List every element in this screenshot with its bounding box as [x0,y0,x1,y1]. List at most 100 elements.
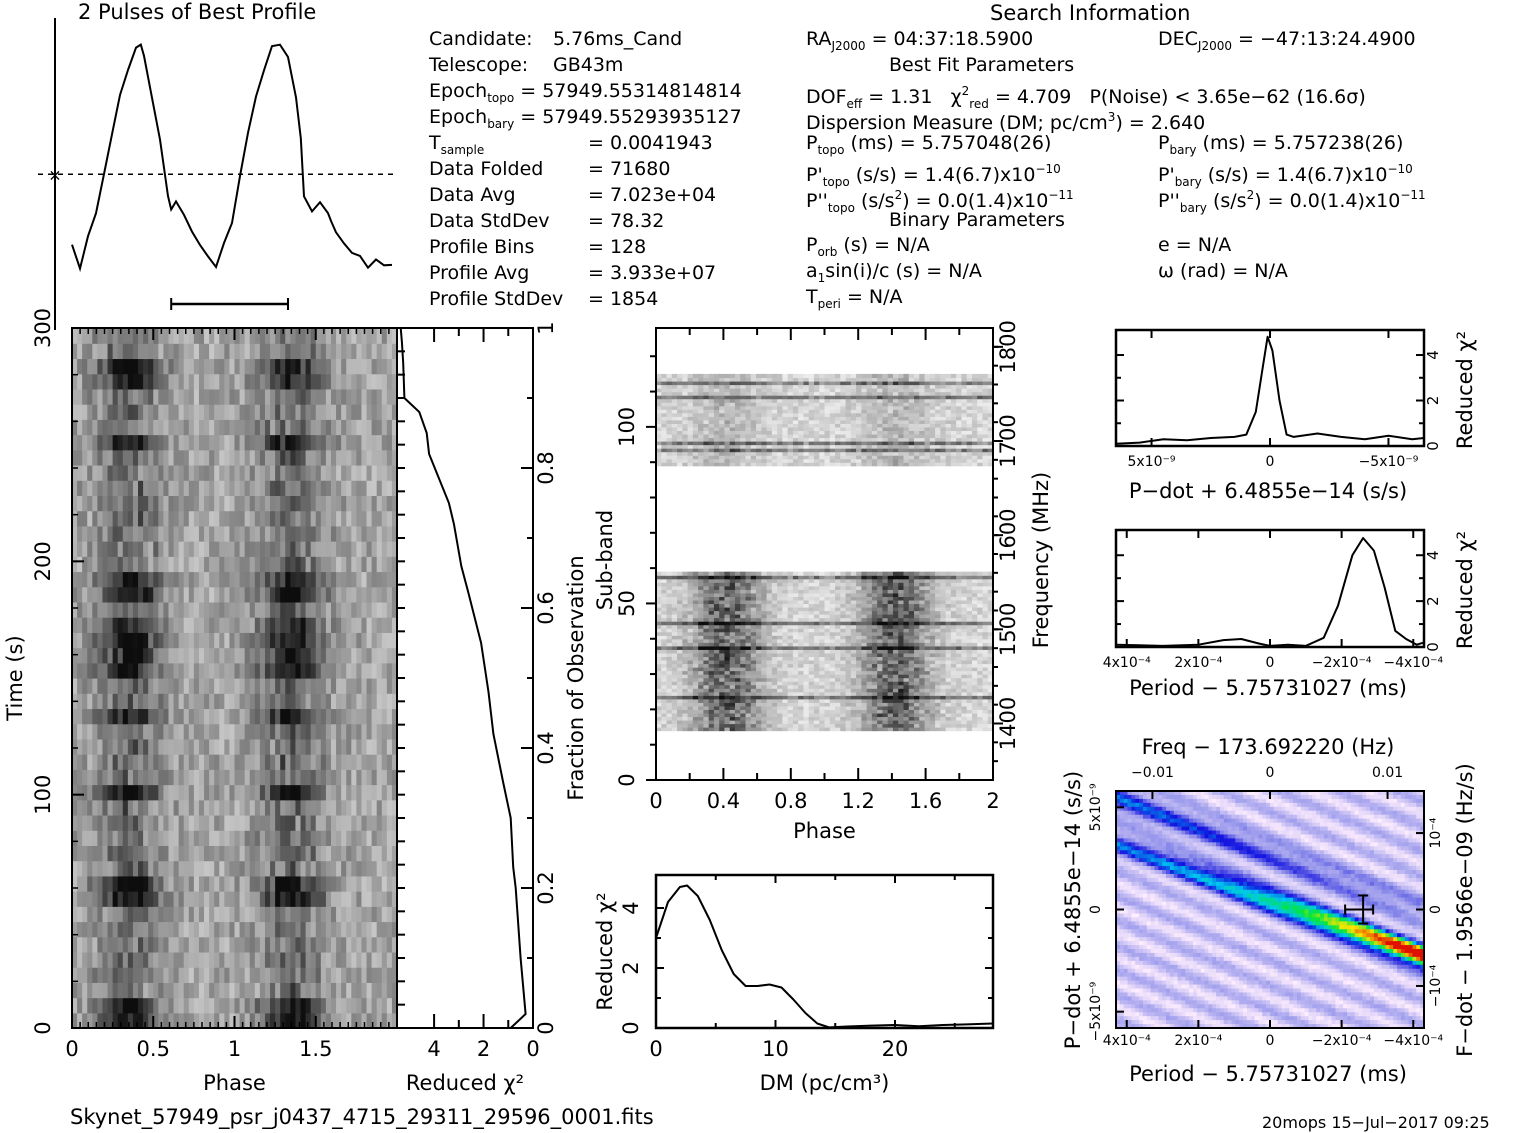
heatmap-cell [132,982,139,999]
heatmap-cell [143,799,149,816]
heatmap-cell [977,695,984,700]
heatmap-cell [163,845,170,862]
heatmap-cell [97,662,104,679]
heatmap-cell [386,525,393,542]
heatmap-cell [956,677,963,682]
heatmap-cell [371,541,378,557]
heatmap-cell [163,480,170,496]
heatmap-cell [798,691,805,696]
heatmap-cell [813,698,820,703]
heatmap-cell [966,688,973,693]
heatmap-cell [310,967,317,983]
heatmap-cell [173,678,180,694]
heatmap-cell [666,705,673,710]
heatmap-cell [850,628,857,633]
heatmap-cell [127,799,134,816]
heatmap-cell [381,693,388,710]
heatmap-cell [798,727,805,732]
heatmap-cell [163,556,170,573]
heatmap-cell [713,663,720,668]
heatmap-cell [798,628,805,633]
heatmap-cell [112,891,119,907]
heatmap-cell [386,388,393,405]
heatmap-cell [183,678,190,694]
heatmap-cell [961,716,968,721]
heatmap-cell [798,642,805,647]
heatmap-cell [677,631,683,636]
heatmap-cell [391,951,398,968]
heatmap-cell [102,769,109,786]
heatmap-cell [361,754,368,770]
heatmap-cell [782,698,789,703]
heatmap-cell [122,845,129,862]
heatmap-cell [158,343,165,360]
heatmap-cell [214,921,220,938]
heatmap-cell [935,674,941,679]
heatmap-cell [112,419,119,436]
heatmap-cell [724,712,731,718]
heatmap-cell [687,705,694,710]
heatmap-cell [264,358,271,375]
heatmap-cell [940,691,947,696]
heatmap-cell [950,705,957,710]
heatmap-cell [719,709,726,714]
heatmap-cell [285,328,291,344]
heatmap-cell [300,951,307,968]
heatmap-cell [840,691,847,696]
heatmap-cell [713,649,720,654]
heatmap-cell [290,754,297,770]
heatmap-cell [935,642,941,647]
heatmap-cell [950,695,957,700]
heatmap-cell [766,698,773,703]
heatmap-cell [887,645,894,650]
heatmap-cell [158,662,165,679]
heatmap-cell [148,738,154,755]
heatmap-cell [72,891,78,907]
heatmap-cell [270,845,276,862]
heatmap-cell [798,719,805,725]
heatmap-cell [204,404,210,420]
heatmap-cell [882,656,889,661]
heatmap-cell [97,632,104,649]
heatmap-cell [295,784,302,801]
heatmap-cell [158,328,165,344]
heatmap-cell [224,814,231,831]
heatmap-cell [259,571,266,588]
heatmap-cell [122,571,129,588]
heatmap-cell [677,628,683,633]
heatmap-cell [173,495,180,512]
heatmap-cell [295,662,302,679]
heatmap-cell [371,875,378,892]
heatmap-cell [275,875,281,892]
heatmap-cell [861,638,868,643]
heatmap-cell [214,678,220,694]
heatmap-cell [341,525,347,542]
heatmap-cell [198,571,205,588]
heatmap-cell [234,510,241,527]
heatmap-cell [178,708,185,725]
heatmap-cell [295,328,302,344]
heatmap-cell [866,638,873,643]
heatmap-cell [977,709,984,714]
heatmap-cell [239,738,246,755]
heatmap-cell [708,656,715,661]
heatmap-cell [386,738,393,755]
heatmap-cell [224,982,231,999]
heatmap-cell [244,571,251,588]
heatmap-cell [198,525,205,542]
heatmap-cell [671,716,678,721]
heatmap-cell [214,982,220,999]
heatmap-cell [666,628,673,633]
heatmap-cell [224,754,231,770]
heatmap-cell [713,719,720,725]
heatmap-cell [153,967,159,983]
heatmap-cell [158,723,165,740]
heatmap-cell [117,464,124,481]
heatmap-cell [371,388,378,405]
heatmap-cell [719,652,726,658]
heatmap-cell [787,709,794,714]
heatmap-cell [698,688,704,693]
heatmap-cell [122,693,129,710]
heatmap-cell [249,541,256,557]
heatmap-cell [687,716,694,721]
